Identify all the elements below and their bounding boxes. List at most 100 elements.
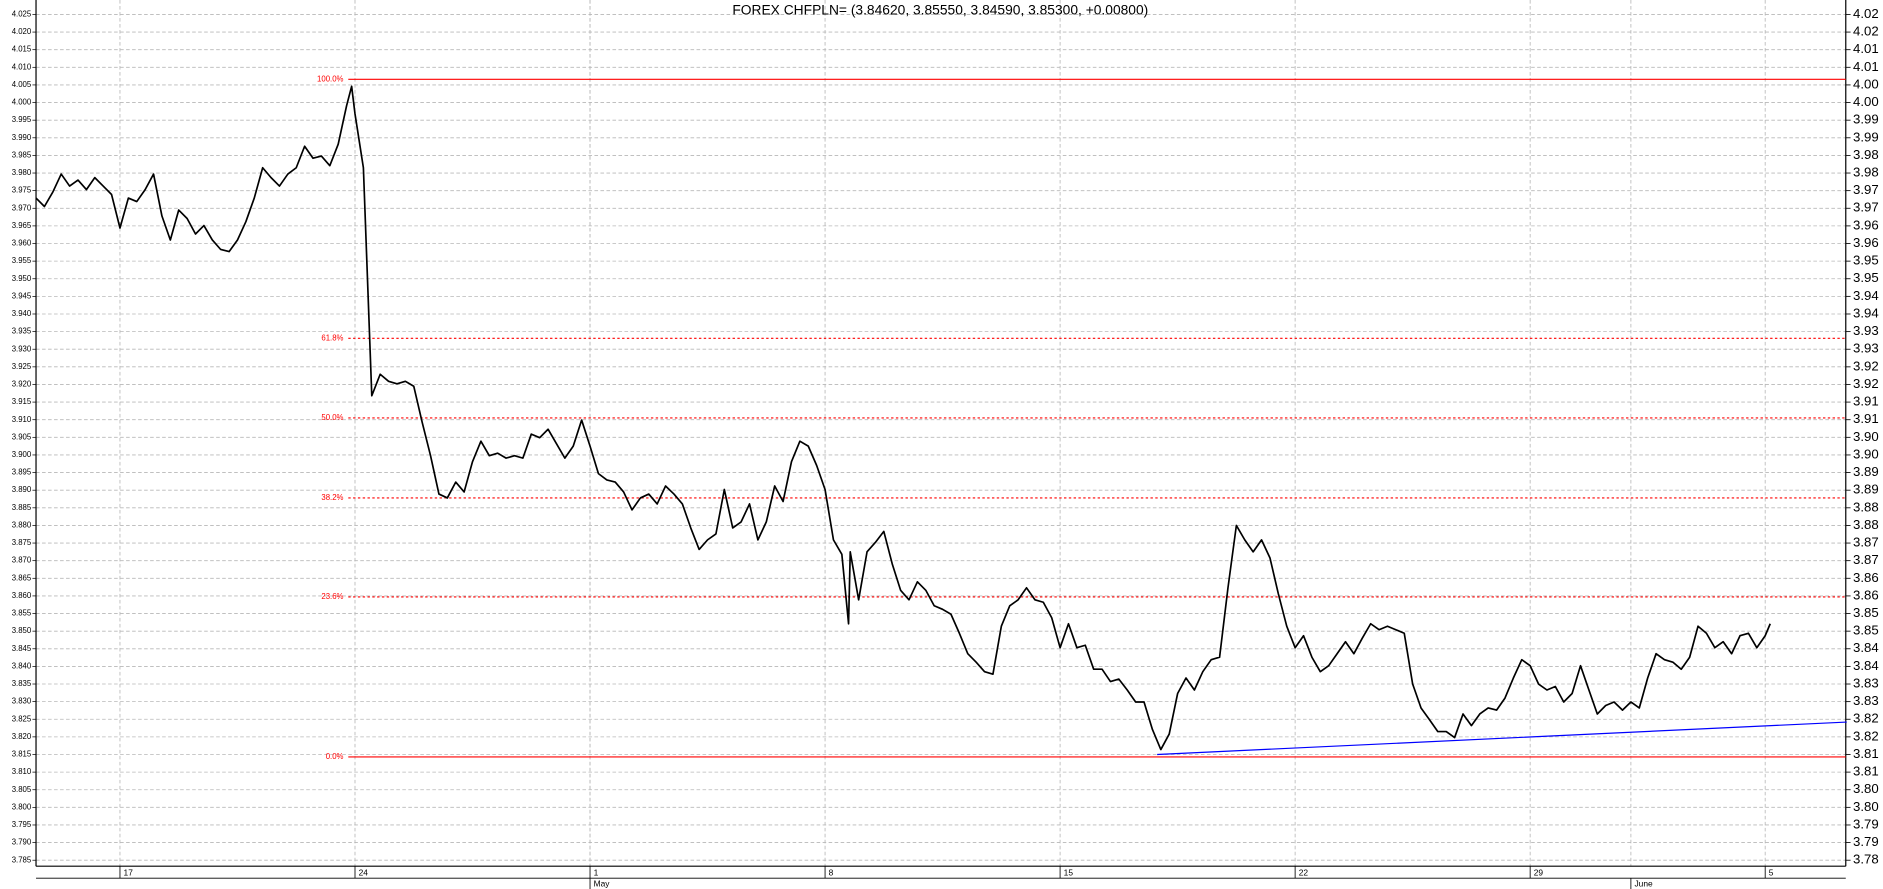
y2-tick-label: 3.83 xyxy=(1853,676,1879,691)
y-tick-label: 3.960 xyxy=(12,239,32,248)
y-tick-label: 3.925 xyxy=(12,362,32,371)
x-tick-label: 1 xyxy=(594,868,599,878)
y-tick-label: 3.890 xyxy=(12,485,32,494)
y-tick-label: 3.905 xyxy=(12,432,32,441)
x-tick-label: 8 xyxy=(829,868,834,878)
y2-tick-label: 4.02 xyxy=(1853,6,1879,21)
y2-tick-label: 4.02 xyxy=(1853,24,1879,39)
y2-tick-label: 3.80 xyxy=(1853,799,1879,814)
y-tick-label: 4.025 xyxy=(12,10,32,19)
y-tick-label: 3.800 xyxy=(12,802,32,811)
y2-tick-label: 3.87 xyxy=(1853,552,1879,567)
y2-tick-label: 3.93 xyxy=(1853,323,1879,338)
y2-tick-label: 3.97 xyxy=(1853,182,1879,197)
y2-tick-label: 3.91 xyxy=(1853,394,1879,409)
fib-label: 61.8% xyxy=(321,333,343,342)
y-tick-label: 3.965 xyxy=(12,221,32,230)
y2-tick-label: 3.88 xyxy=(1853,499,1879,514)
y-tick-label: 3.865 xyxy=(12,573,32,582)
y-tick-label: 3.920 xyxy=(12,380,32,389)
y-tick-label: 3.815 xyxy=(12,750,32,759)
x-tick-label: 17 xyxy=(124,868,134,878)
x-tick-label: 22 xyxy=(1299,868,1309,878)
y2-tick-label: 3.89 xyxy=(1853,482,1879,497)
y-tick-label: 3.805 xyxy=(12,785,32,794)
y-tick-label: 3.785 xyxy=(12,855,32,864)
y2-tick-label: 3.84 xyxy=(1853,640,1879,655)
fib-label: 50.0% xyxy=(321,413,343,422)
y-tick-label: 3.935 xyxy=(12,327,32,336)
y2-tick-label: 3.86 xyxy=(1853,570,1879,585)
y-tick-label: 3.850 xyxy=(12,626,32,635)
y2-tick-label: 3.93 xyxy=(1853,341,1879,356)
y2-tick-label: 4.00 xyxy=(1853,94,1879,109)
y2-tick-label: 3.88 xyxy=(1853,517,1879,532)
y2-tick-label: 3.80 xyxy=(1853,781,1879,796)
y-tick-label: 3.995 xyxy=(12,115,32,124)
fib-label: 23.6% xyxy=(321,592,343,601)
y-tick-label: 3.855 xyxy=(12,609,32,618)
y-tick-label: 3.980 xyxy=(12,168,32,177)
y2-tick-label: 3.85 xyxy=(1853,623,1879,638)
y-tick-label: 3.830 xyxy=(12,697,32,706)
month-label: May xyxy=(594,878,611,888)
y2-tick-label: 4.01 xyxy=(1853,59,1879,74)
y-tick-label: 3.910 xyxy=(12,415,32,424)
y-tick-label: 3.810 xyxy=(12,767,32,776)
y2-tick-label: 3.99 xyxy=(1853,112,1879,127)
month-label: June xyxy=(1634,878,1653,888)
y2-tick-label: 3.95 xyxy=(1853,270,1879,285)
y2-tick-label: 3.96 xyxy=(1853,235,1879,250)
y2-tick-label: 3.79 xyxy=(1853,834,1879,849)
price-line xyxy=(35,85,1771,751)
y-tick-label: 4.015 xyxy=(12,45,32,54)
y2-tick-label: 3.84 xyxy=(1853,658,1879,673)
y-tick-label: 3.870 xyxy=(12,556,32,565)
y2-tick-label: 3.98 xyxy=(1853,165,1879,180)
y2-tick-label: 3.86 xyxy=(1853,587,1879,602)
y2-tick-label: 3.97 xyxy=(1853,200,1879,215)
plot-layer: 4.0254.0204.0154.0104.0054.0003.9953.990… xyxy=(12,0,1879,889)
y2-tick-label: 3.78 xyxy=(1853,852,1879,867)
x-tick-label: 24 xyxy=(359,868,369,878)
y-tick-label: 3.985 xyxy=(12,150,32,159)
x-tick-label: 5 xyxy=(1769,868,1774,878)
y-tick-label: 3.915 xyxy=(12,397,32,406)
y2-tick-label: 3.89 xyxy=(1853,464,1879,479)
y2-tick-label: 3.95 xyxy=(1853,253,1879,268)
y2-tick-label: 3.90 xyxy=(1853,446,1879,461)
y2-tick-label: 3.82 xyxy=(1853,728,1879,743)
fib-label: 0.0% xyxy=(326,752,344,761)
y2-tick-label: 3.83 xyxy=(1853,693,1879,708)
y-tick-label: 3.945 xyxy=(12,291,32,300)
y2-tick-label: 3.85 xyxy=(1853,605,1879,620)
y2-tick-label: 3.99 xyxy=(1853,129,1879,144)
y-tick-label: 3.840 xyxy=(12,661,32,670)
y-tick-label: 3.955 xyxy=(12,256,32,265)
y-tick-label: 3.930 xyxy=(12,344,32,353)
y2-tick-label: 3.82 xyxy=(1853,711,1879,726)
y2-tick-label: 3.87 xyxy=(1853,535,1879,550)
y-tick-label: 3.835 xyxy=(12,679,32,688)
y-tick-label: 3.885 xyxy=(12,503,32,512)
x-tick-label: 15 xyxy=(1064,868,1074,878)
y2-tick-label: 3.79 xyxy=(1853,816,1879,831)
y2-tick-label: 3.91 xyxy=(1853,411,1879,426)
fib-label: 100.0% xyxy=(317,74,344,83)
trend-line xyxy=(1157,721,1847,756)
y2-tick-label: 3.98 xyxy=(1853,147,1879,162)
y2-tick-label: 3.90 xyxy=(1853,429,1879,444)
y-tick-label: 3.820 xyxy=(12,732,32,741)
y-tick-label: 4.005 xyxy=(12,80,32,89)
y-tick-label: 4.000 xyxy=(12,98,32,107)
y-tick-label: 3.790 xyxy=(12,838,32,847)
y2-tick-label: 3.81 xyxy=(1853,764,1879,779)
y-tick-label: 3.795 xyxy=(12,820,32,829)
y-tick-label: 3.880 xyxy=(12,520,32,529)
y-tick-label: 4.010 xyxy=(12,62,32,71)
y-tick-label: 3.900 xyxy=(12,450,32,459)
y-tick-label: 3.895 xyxy=(12,468,32,477)
y2-tick-label: 3.81 xyxy=(1853,746,1879,761)
